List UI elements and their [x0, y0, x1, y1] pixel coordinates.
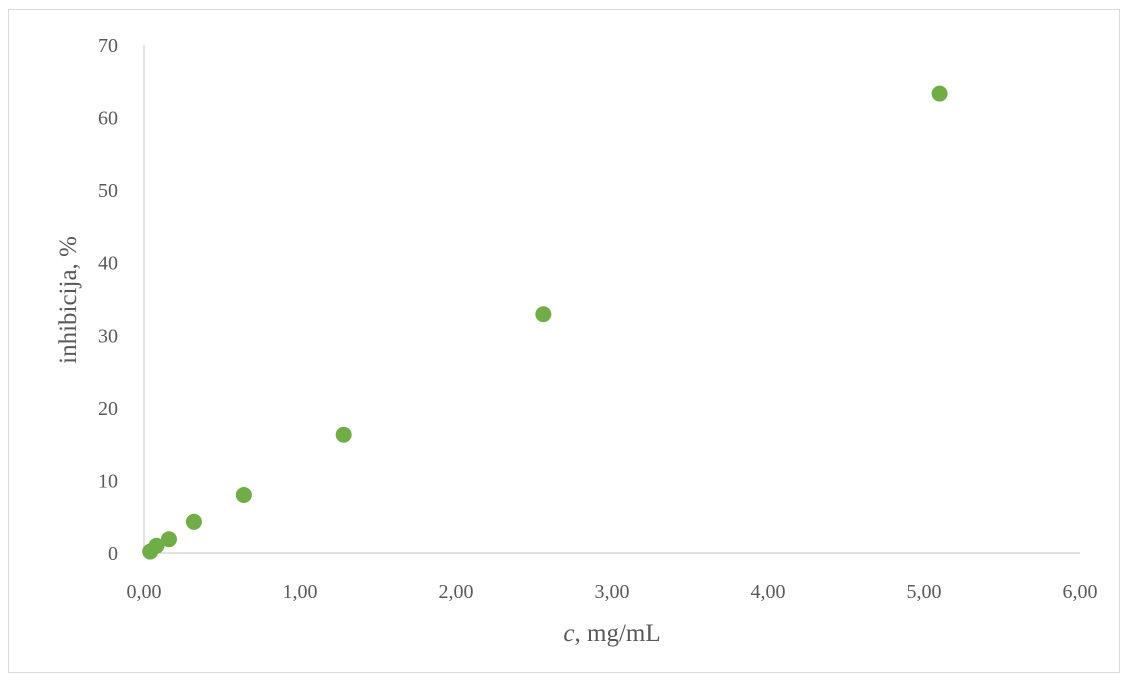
y-axis-title: inhibicija, %: [55, 236, 82, 364]
data-point: [235, 486, 252, 503]
y-tick-labels: 0 10 20 30 40 50 60 70: [98, 35, 118, 565]
x-tick-label: 5,00: [907, 581, 942, 603]
x-tick-labels: 0,00 1,00 2,00 3,00 4,00 5,00 6,00: [127, 581, 1098, 603]
data-point: [535, 306, 552, 323]
y-tick-label: 60: [98, 108, 118, 130]
data-point: [185, 513, 202, 530]
data-point: [931, 85, 948, 102]
data-points: [142, 85, 948, 560]
axes: [143, 45, 1080, 554]
x-tick-label: 1,00: [283, 581, 318, 603]
y-tick-label: 10: [98, 470, 118, 492]
data-point: [160, 531, 177, 548]
y-tick-label: 30: [98, 325, 118, 347]
x-axis-title-variable: c: [563, 620, 574, 647]
y-tick-label: 20: [98, 398, 118, 420]
y-tick-label: 50: [98, 180, 118, 202]
x-axis-title: c, mg/mL: [563, 620, 660, 647]
y-tick-label: 0: [108, 543, 118, 565]
y-tick-label: 70: [98, 35, 118, 57]
x-tick-label: 3,00: [595, 581, 630, 603]
x-tick-label: 6,00: [1063, 581, 1098, 603]
data-point: [335, 426, 352, 443]
x-tick-label: 4,00: [751, 581, 786, 603]
data-point: [148, 537, 165, 554]
y-tick-label: 40: [98, 253, 118, 275]
x-tick-label: 2,00: [439, 581, 474, 603]
chart-frame: [8, 9, 1120, 673]
x-axis-title-unit: , mg/mL: [575, 620, 661, 647]
x-tick-label: 0,00: [127, 581, 162, 603]
